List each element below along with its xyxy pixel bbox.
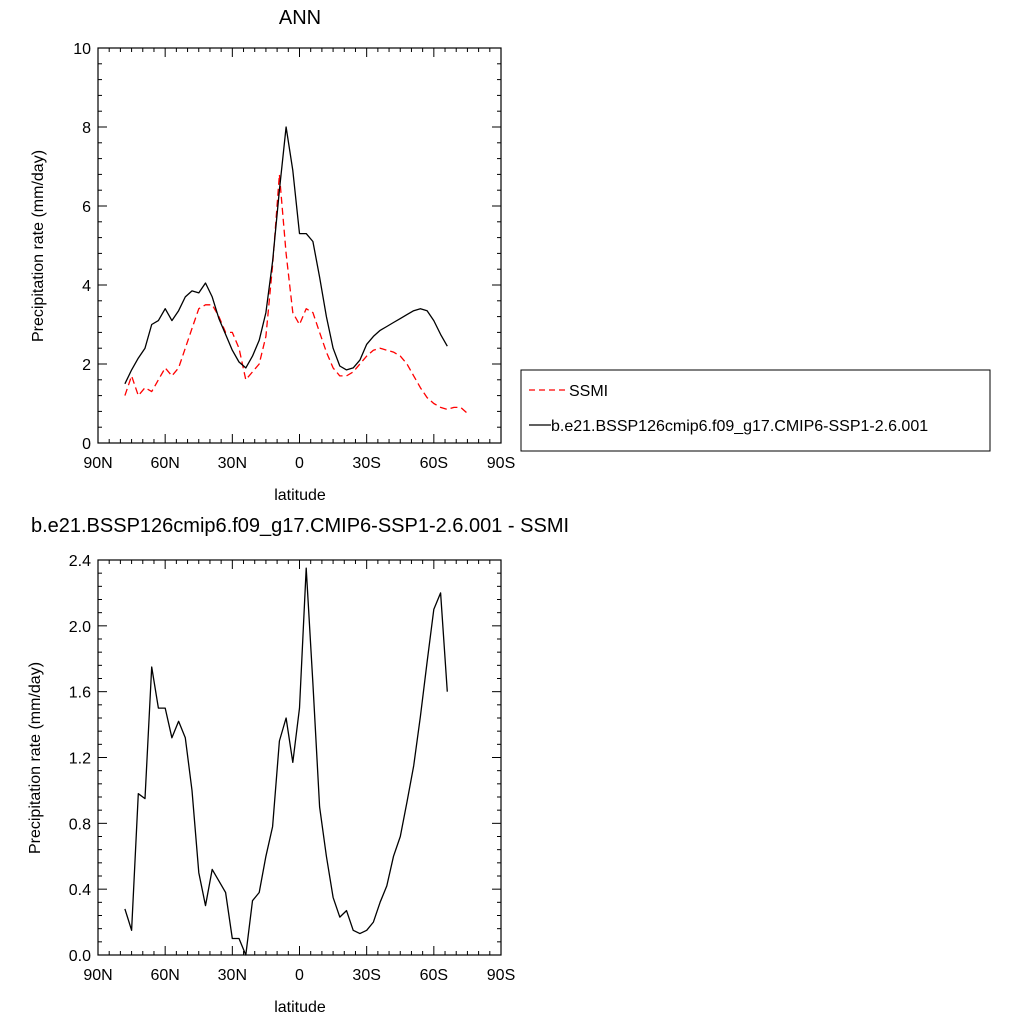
bottom-x-tick-label: 60S bbox=[420, 967, 448, 984]
bottom-series-lines bbox=[124, 567, 448, 956]
bottom-x-tick-label: 60N bbox=[150, 967, 179, 984]
bottom-y-tick-label: 0.0 bbox=[69, 948, 91, 965]
top-x-tick-label: 60S bbox=[420, 455, 448, 472]
top-y-tick-label: 8 bbox=[82, 120, 91, 137]
top-x-tick-label: 60N bbox=[150, 455, 179, 472]
bottom-x-tick-label: 90N bbox=[83, 967, 112, 984]
bottom-x-tick-label: 30N bbox=[218, 967, 247, 984]
bottom-y-tick-label: 0.4 bbox=[69, 882, 91, 899]
top-x-axis-label: latitude bbox=[274, 487, 326, 504]
top-y-tick-label: 10 bbox=[73, 41, 91, 58]
bottom-y-tick-label: 1.6 bbox=[69, 685, 91, 702]
top-chart-title: ANN bbox=[279, 7, 321, 29]
top-series-line-1 bbox=[124, 173, 468, 414]
legend-label-model: b.e21.BSSP126cmip6.f09_g17.CMIP6-SSP1-2.… bbox=[551, 418, 928, 435]
bottom-x-axis-label: latitude bbox=[274, 999, 326, 1016]
bottom-y-tick-label: 2.4 bbox=[69, 553, 91, 570]
top-y-tick-label: 4 bbox=[82, 278, 91, 295]
bottom-x-tick-label: 30S bbox=[352, 967, 380, 984]
legend: SSMI b.e21.BSSP126cmip6.f09_g17.CMIP6-SS… bbox=[520, 369, 991, 452]
top-series-line-2 bbox=[124, 126, 448, 385]
bottom-ticks: 90N 60N 30N 0 30S 60S 90S 0.0 0.4 0.8 1.2 1.6 2.0 2.4 bbox=[69, 553, 515, 984]
bottom-y-tick-label: 2.0 bbox=[69, 619, 91, 636]
top-x-tick-label: 30S bbox=[352, 455, 380, 472]
top-x-tick-label: 30N bbox=[218, 455, 247, 472]
top-plot-frame bbox=[97, 47, 502, 444]
top-x-tick-label: 90S bbox=[487, 455, 515, 472]
bottom-x-tick-label: 90S bbox=[487, 967, 515, 984]
top-y-tick-label: 2 bbox=[82, 357, 91, 374]
bottom-y-axis-label: Precipitation rate (mm/day) bbox=[27, 662, 44, 854]
bottom-y-tick-label: 0.8 bbox=[69, 816, 91, 833]
top-series-lines bbox=[124, 126, 468, 414]
top-y-axis-label: Precipitation rate (mm/day) bbox=[30, 150, 47, 342]
top-y-tick-label: 6 bbox=[82, 199, 91, 216]
bottom-series-line-1 bbox=[124, 567, 448, 956]
bottom-plot-frame bbox=[97, 559, 502, 956]
bottom-chart: b.e21.BSSP126cmip6.f09_g17.CMIP6-SSP1-2.… bbox=[27, 515, 569, 1016]
top-x-tick-label: 0 bbox=[295, 455, 304, 472]
legend-box bbox=[520, 369, 991, 452]
legend-label-ssmi: SSMI bbox=[569, 383, 608, 400]
bottom-y-tick-label: 1.2 bbox=[69, 751, 91, 768]
bottom-x-tick-label: 0 bbox=[295, 967, 304, 984]
top-ticks: 90N 60N 30N 0 30S 60S 90S 0 2 4 6 8 10 bbox=[73, 41, 515, 472]
top-x-tick-label: 90N bbox=[83, 455, 112, 472]
bottom-chart-title: b.e21.BSSP126cmip6.f09_g17.CMIP6-SSP1-2.… bbox=[31, 515, 569, 537]
top-y-tick-label: 0 bbox=[82, 436, 91, 453]
